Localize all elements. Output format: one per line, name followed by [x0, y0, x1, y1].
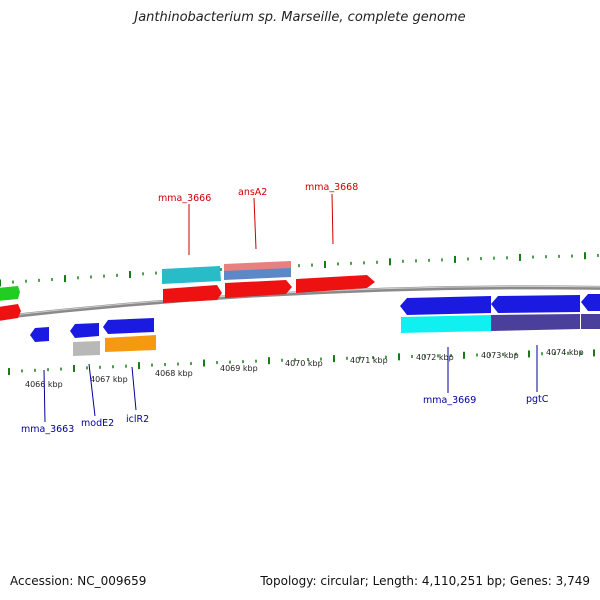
kbp-label: 4067 kbp [90, 375, 128, 384]
forward-strand-features [0, 261, 375, 321]
feature-mma-3669-rna[interactable] [401, 315, 491, 333]
genome-summary: Topology: circular; Length: 4,110,251 bp… [260, 574, 590, 588]
gene-label-pgtC[interactable]: pgtC [526, 394, 549, 405]
feature-mma-3669[interactable] [400, 296, 491, 315]
genome-backbone [0, 285, 600, 320]
feature-modE2[interactable] [70, 323, 99, 338]
inner-tick-ring [8, 349, 595, 376]
kbp-labels: 4066 kbp 4067 kbp 4068 kbp 4069 kbp 4070… [25, 348, 584, 389]
map-title: Janthinobacterium sp. Marseille, complet… [134, 10, 466, 25]
feature-iclR2-rna[interactable] [105, 335, 156, 352]
feature-pgtC[interactable] [491, 295, 580, 313]
gene-labels-bottom: mma_3663 modE2 iclR2 mma_3669 pgtC [21, 345, 549, 435]
kbp-label: 4073 kbp [481, 351, 519, 360]
kbp-label: 4072 kbp [416, 353, 454, 362]
feature-ansA2-rna-b[interactable] [224, 268, 291, 280]
accession-text: Accession: NC_009659 [10, 574, 147, 588]
feature-iclR2[interactable] [103, 318, 154, 334]
label-connector [253, 197, 257, 250]
gene-label-mma-3668[interactable]: mma_3668 [305, 182, 358, 193]
gene-labels-top: mma_3666 ansA2 mma_3668 [158, 182, 358, 255]
feature-green[interactable] [0, 286, 20, 301]
kbp-label: 4071 kbp [350, 356, 388, 365]
label-connector [43, 369, 46, 423]
kbp-label: 4069 kbp [220, 364, 258, 373]
feature-left-red[interactable] [0, 304, 21, 321]
kbp-label: 4074 kbp [546, 348, 584, 357]
gene-label-mma-3666[interactable]: mma_3666 [158, 193, 211, 204]
feature-right-edge[interactable] [581, 294, 600, 311]
feature-mma-3666-rna[interactable] [162, 266, 221, 284]
feature-mma-3666[interactable] [163, 285, 222, 303]
feature-right-edge-rna[interactable] [581, 314, 600, 329]
gene-label-iclR2[interactable]: iclR2 [126, 414, 149, 425]
feature-mma-3663[interactable] [30, 327, 49, 342]
gene-label-modE2[interactable]: modE2 [81, 418, 114, 429]
kbp-label: 4068 kbp [155, 369, 193, 378]
label-connector [131, 366, 137, 411]
label-connector [331, 193, 334, 245]
label-connector [88, 363, 96, 417]
feature-mma-3668[interactable] [296, 275, 375, 293]
gene-label-mma-3669[interactable]: mma_3669 [423, 395, 476, 406]
gene-label-mma-3663[interactable]: mma_3663 [21, 424, 74, 435]
reverse-strand-features [30, 294, 600, 356]
feature-modE2-rna[interactable] [73, 341, 100, 356]
feature-ansA2[interactable] [225, 280, 292, 298]
feature-pgtC-rna[interactable] [491, 314, 580, 331]
kbp-label: 4070 kbp [285, 359, 323, 368]
gene-label-ansA2[interactable]: ansA2 [238, 187, 267, 198]
